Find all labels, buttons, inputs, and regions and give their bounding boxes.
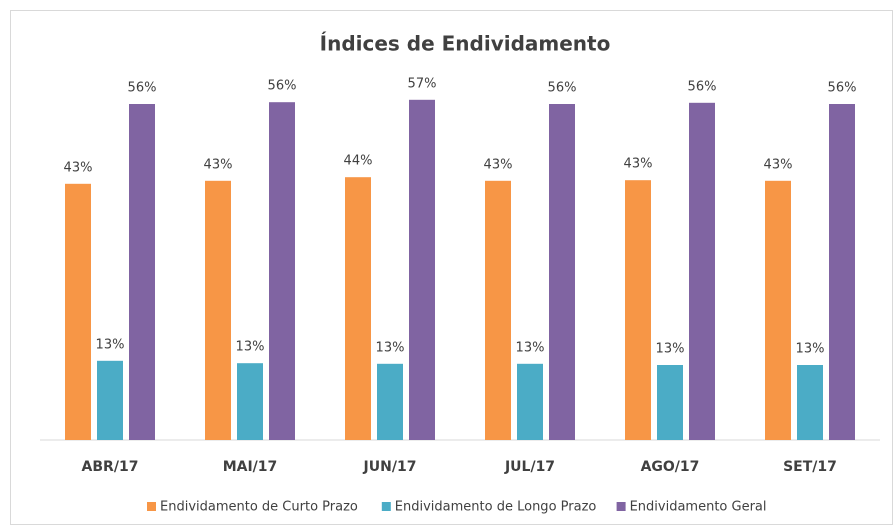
bar <box>377 363 403 440</box>
legend-label: Endividamento Geral <box>630 500 767 515</box>
chart-title: Índices de Endividamento <box>320 32 611 56</box>
data-label: 13% <box>96 337 125 352</box>
x-tick-label: JUN/17 <box>363 459 417 475</box>
bar <box>797 365 823 440</box>
legend-swatch <box>147 502 156 511</box>
chart-border <box>10 10 893 525</box>
bar <box>549 104 575 440</box>
bar <box>625 180 651 440</box>
data-label: 43% <box>484 157 513 172</box>
bar <box>485 180 511 441</box>
data-label: 56% <box>548 81 577 96</box>
legend-label: Endividamento de Longo Prazo <box>395 500 597 515</box>
data-label: 13% <box>516 340 545 355</box>
data-label: 56% <box>828 81 857 96</box>
data-label: 57% <box>408 76 437 91</box>
bar <box>205 180 231 441</box>
bar <box>409 99 435 441</box>
bar <box>269 102 295 440</box>
x-tick-label: JUL/17 <box>504 459 555 475</box>
legend-label: Endividamento de Curto Prazo <box>160 500 358 515</box>
x-tick-label: ABR/17 <box>82 459 139 475</box>
data-label: 13% <box>376 340 405 355</box>
bar <box>517 363 543 440</box>
data-label: 43% <box>204 157 233 172</box>
bar <box>689 102 715 441</box>
legend-swatch <box>616 502 626 511</box>
bar <box>829 104 855 440</box>
data-label: 43% <box>64 160 93 175</box>
data-label: 13% <box>236 340 265 355</box>
x-tick-label: SET/17 <box>783 459 837 475</box>
x-tick-label: MAI/17 <box>223 459 278 475</box>
data-label: 13% <box>656 342 685 357</box>
bar <box>657 365 683 440</box>
bar <box>129 104 155 440</box>
bar <box>65 183 91 441</box>
bar <box>345 177 371 440</box>
data-label: 43% <box>624 157 653 172</box>
data-label: 43% <box>764 157 793 172</box>
bar <box>237 363 263 440</box>
bar <box>97 360 123 440</box>
bar <box>765 180 791 441</box>
data-label: 13% <box>796 342 825 357</box>
legend-swatch <box>381 502 391 511</box>
data-label: 44% <box>344 154 373 169</box>
data-label: 56% <box>688 79 717 94</box>
data-label: 56% <box>128 81 157 96</box>
x-tick-label: AGO/17 <box>641 459 700 475</box>
data-label: 56% <box>268 79 297 94</box>
